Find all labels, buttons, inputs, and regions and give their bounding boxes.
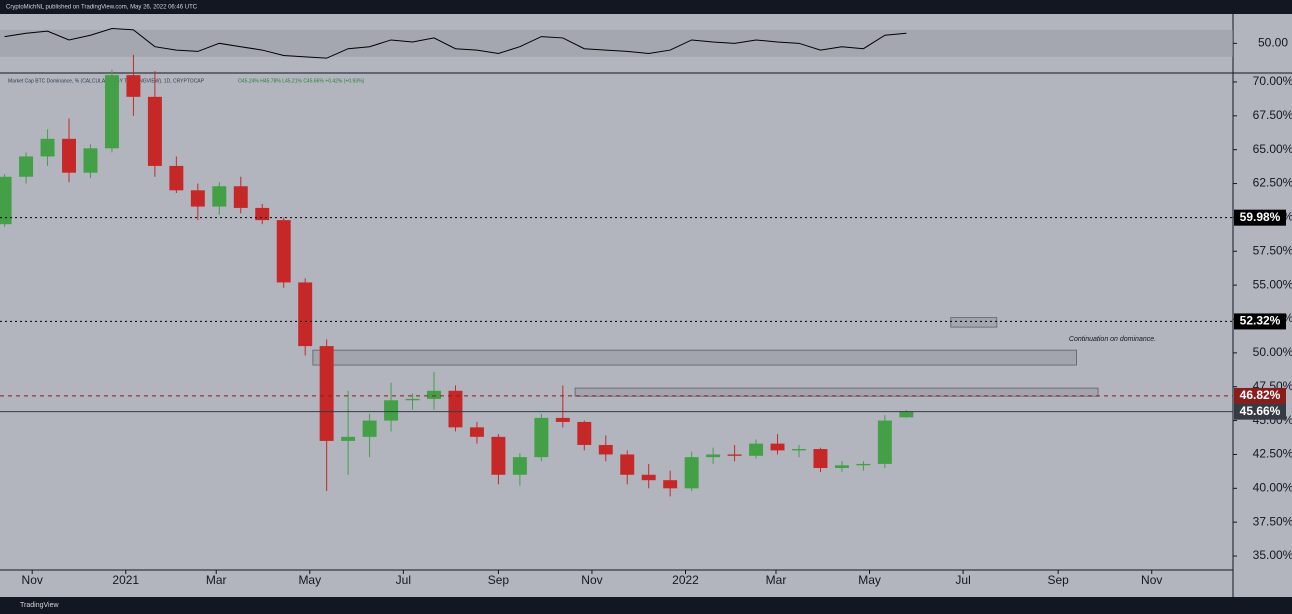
candle-body <box>126 75 141 97</box>
candle-body <box>190 190 205 207</box>
candle-body <box>405 398 420 401</box>
ohlc-text: O45.24% H45.78% L45.21% C45.66% +0.42% (… <box>238 78 365 84</box>
candle-body <box>620 454 635 475</box>
x-tick-label: May <box>858 573 881 587</box>
zone <box>574 387 1099 397</box>
candle-body <box>706 454 721 458</box>
candle-body <box>384 400 399 421</box>
candle-body <box>0 176 12 225</box>
level-label-box <box>1234 387 1286 404</box>
chart-background <box>0 14 1292 597</box>
candle-body <box>276 220 291 283</box>
level-label-box <box>1234 313 1286 330</box>
rsi-line <box>4 27 907 59</box>
y-tick-label: 67.50% <box>1253 108 1292 122</box>
y-tick-label: 55.00% <box>1253 277 1292 291</box>
candle-body <box>233 186 248 208</box>
x-tick-label: Mar <box>206 573 227 587</box>
level-label-box <box>1234 403 1286 420</box>
rsi-tick-label: 50.00 <box>1258 35 1288 49</box>
candle-body <box>577 421 592 445</box>
x-tick-label: Nov <box>581 573 602 587</box>
level-label: 59.98% <box>1240 210 1281 224</box>
candle-body <box>298 282 313 347</box>
x-tick-label: Jul <box>955 573 970 587</box>
x-tick-label: Nov <box>1141 573 1162 587</box>
candle-body <box>856 463 871 466</box>
candle-body <box>555 417 570 422</box>
candle-body <box>534 417 549 458</box>
candle-body <box>877 420 892 464</box>
candle-body <box>770 443 785 451</box>
x-tick-label: Sep <box>488 573 510 587</box>
candle-body <box>427 390 441 399</box>
y-tick-label: 40.00% <box>1253 480 1292 494</box>
y-tick-label: 62.50% <box>1253 176 1292 190</box>
zone <box>950 317 998 328</box>
y-tick-label: 37.50% <box>1253 514 1292 528</box>
candle-body <box>319 346 334 441</box>
level-label-box <box>1234 209 1286 226</box>
x-tick-label: 2021 <box>112 573 139 587</box>
candle-body <box>40 138 55 157</box>
candle-body <box>212 186 227 207</box>
level-label: 45.66% <box>1240 404 1281 418</box>
candle-body <box>448 390 463 428</box>
rsi-band <box>0 29 1233 57</box>
x-tick-label: Sep <box>1047 573 1069 587</box>
candle-body <box>255 207 270 221</box>
candle-body <box>19 156 34 177</box>
candle-body <box>792 449 806 451</box>
level-label: 52.32% <box>1240 314 1281 328</box>
x-tick-label: Nov <box>22 573 43 587</box>
candle-body <box>749 443 764 456</box>
y-tick-label: 50.00% <box>1253 345 1292 359</box>
top-bar <box>0 0 1292 14</box>
publisher: CryptoMichNL published on TradingView.co… <box>6 5 198 11</box>
candle-body <box>727 454 742 456</box>
x-tick-label: Jul <box>396 573 411 587</box>
annotation: Continuation on dominance. <box>1069 336 1156 343</box>
x-tick-label: Mar <box>766 573 787 587</box>
candle-body <box>83 148 98 173</box>
candle-body <box>598 444 613 455</box>
candle-body <box>469 427 484 437</box>
candle-body <box>104 75 119 149</box>
candle-body <box>512 457 527 475</box>
y-tick-label: 65.00% <box>1253 142 1292 156</box>
candle-body <box>62 138 76 173</box>
candle-body <box>341 436 356 441</box>
level-label: 46.82% <box>1240 388 1281 402</box>
zone <box>312 349 1077 366</box>
candle-body <box>169 165 184 191</box>
x-tick-label: May <box>298 573 321 587</box>
brand: TradingView <box>20 602 59 609</box>
bottom-bar <box>0 597 1292 614</box>
candle-body <box>147 96 162 166</box>
x-tick-label: 2022 <box>672 573 699 587</box>
candle-body <box>899 411 914 418</box>
candle-body <box>491 436 506 475</box>
y-tick-label: 42.50% <box>1253 447 1292 461</box>
y-tick-label: 70.00% <box>1253 74 1292 88</box>
candle-body <box>813 449 828 468</box>
candle-body <box>663 480 678 489</box>
candle-body <box>641 474 656 481</box>
y-tick-label: 57.50% <box>1253 243 1292 257</box>
y-tick-label: 35.00% <box>1253 548 1292 562</box>
candle-body <box>684 457 699 489</box>
candle-body <box>362 420 377 437</box>
candle-body <box>834 465 849 468</box>
